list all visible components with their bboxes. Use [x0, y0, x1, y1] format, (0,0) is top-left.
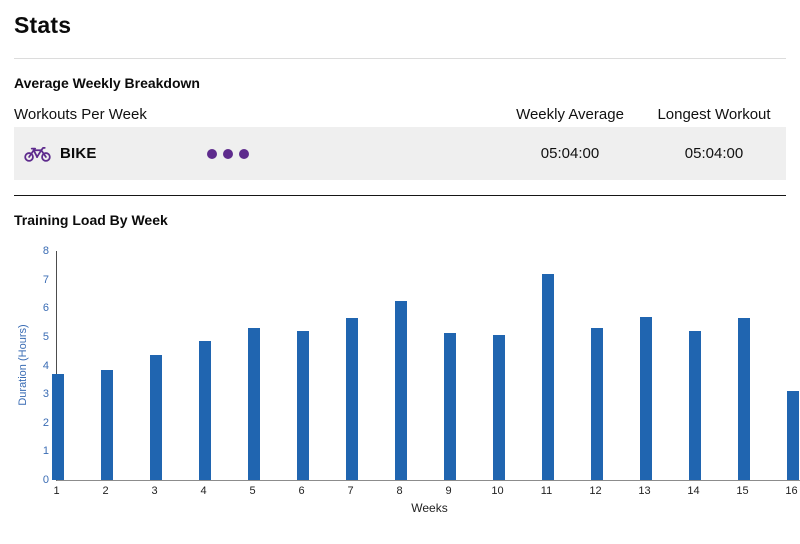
sport-name: BIKE	[60, 145, 97, 162]
training-load-heading: Training Load By Week	[14, 212, 786, 228]
bar-week-10[interactable]	[493, 335, 505, 480]
weekly-average-value: 05:04:00	[498, 145, 642, 162]
x-tick-label: 6	[290, 485, 314, 498]
y-tick-label: 5	[14, 331, 49, 343]
bar-week-14[interactable]	[689, 331, 701, 480]
bar-week-15[interactable]	[738, 318, 750, 480]
x-tick-label: 11	[535, 485, 559, 498]
x-tick-label: 8	[388, 485, 412, 498]
x-tick-label: 10	[486, 485, 510, 498]
breakdown-table: Workouts Per Week Weekly Average Longest…	[14, 99, 786, 180]
x-tick-label: 7	[339, 485, 363, 498]
y-tick-label: 6	[14, 302, 49, 314]
bar-week-2[interactable]	[101, 370, 113, 480]
workout-dot	[239, 149, 249, 159]
bar-week-6[interactable]	[297, 331, 309, 480]
x-tick-label: 4	[192, 485, 216, 498]
x-tick-label: 12	[584, 485, 608, 498]
x-axis-title: Weeks	[390, 501, 470, 515]
bar-week-3[interactable]	[150, 355, 162, 480]
breakdown-heading: Average Weekly Breakdown	[14, 75, 786, 91]
x-tick-label: 3	[143, 485, 167, 498]
y-tick-label: 2	[14, 417, 49, 429]
col-header-weekly-average: Weekly Average	[498, 106, 642, 123]
col-header-workouts-per-week: Workouts Per Week	[14, 106, 498, 123]
table-row-bike[interactable]: BIKE 05:04:00 05:04:00	[14, 127, 786, 180]
page-title: Stats	[14, 12, 786, 39]
section-divider	[14, 195, 786, 196]
x-tick-label: 14	[682, 485, 706, 498]
average-weekly-breakdown-section: Average Weekly Breakdown Workouts Per We…	[14, 75, 786, 180]
bar-week-4[interactable]	[199, 341, 211, 480]
bar-week-1[interactable]	[52, 374, 64, 480]
breakdown-header-row: Workouts Per Week Weekly Average Longest…	[14, 99, 786, 127]
bar-week-13[interactable]	[640, 317, 652, 480]
bar-week-9[interactable]	[444, 333, 456, 480]
bar-week-5[interactable]	[248, 328, 260, 480]
workout-dot	[223, 149, 233, 159]
chart-plot-area	[56, 251, 800, 481]
x-tick-label: 9	[437, 485, 461, 498]
bar-week-8[interactable]	[395, 301, 407, 480]
bar-week-11[interactable]	[542, 274, 554, 480]
x-tick-label: 2	[94, 485, 118, 498]
longest-workout-value: 05:04:00	[642, 145, 786, 162]
bar-week-16[interactable]	[787, 391, 799, 480]
x-tick-label: 16	[780, 485, 800, 498]
y-tick-label: 1	[14, 445, 49, 457]
training-load-section: Training Load By Week Duration (Hours) W…	[14, 212, 786, 533]
x-tick-label: 1	[45, 485, 69, 498]
x-tick-label: 13	[633, 485, 657, 498]
sport-cell: BIKE	[14, 145, 498, 163]
y-tick-label: 8	[14, 245, 49, 257]
col-header-longest-workout: Longest Workout	[642, 106, 786, 123]
y-tick-label: 4	[14, 360, 49, 372]
stats-page: Stats Average Weekly Breakdown Workouts …	[0, 12, 800, 533]
bike-icon	[24, 145, 51, 163]
y-tick-label: 3	[14, 388, 49, 400]
workouts-per-week-dots	[207, 127, 249, 180]
bar-week-7[interactable]	[346, 318, 358, 480]
y-tick-label: 7	[14, 274, 49, 286]
bar-week-12[interactable]	[591, 328, 603, 480]
workout-dot	[207, 149, 217, 159]
x-tick-label: 5	[241, 485, 265, 498]
title-divider	[14, 58, 786, 59]
x-tick-label: 15	[731, 485, 755, 498]
